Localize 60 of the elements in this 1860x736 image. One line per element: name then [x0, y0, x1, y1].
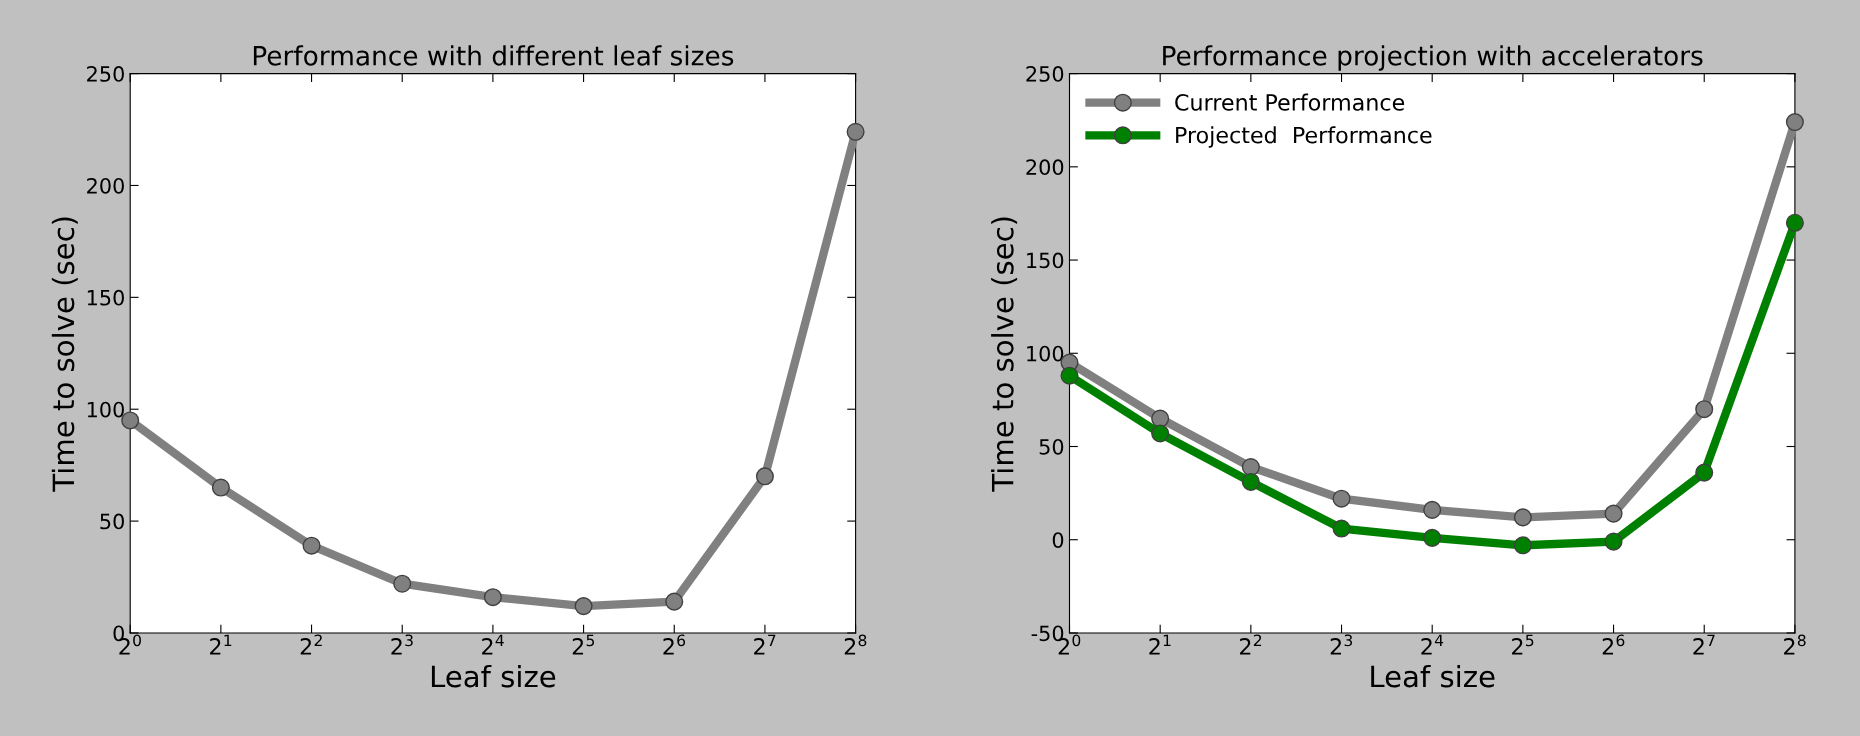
point	[211, 478, 230, 497]
y-axis-title: Time to solve (sec)	[991, 217, 1018, 492]
y-axis-title: Time to solve (sec)	[51, 217, 78, 492]
point	[1604, 504, 1623, 523]
x-tick-label: 2$^{8}$	[844, 634, 867, 655]
x-tick-label: 2$^{4}$	[1421, 634, 1444, 655]
y-tick-label: 150	[87, 289, 124, 306]
point	[1332, 519, 1351, 538]
point	[1695, 463, 1714, 482]
y-tick-label: 150	[1027, 252, 1064, 269]
legend-label: Current Performance	[1175, 93, 1405, 111]
y-tick-label: 50	[1039, 438, 1064, 455]
point	[1513, 536, 1532, 555]
x-tick-label: 2$^{3}$	[1330, 634, 1353, 655]
y-tick-label: 50	[100, 513, 124, 530]
point	[1423, 500, 1442, 519]
x-tick-label: 2$^{6}$	[1602, 634, 1625, 655]
x-tick-label: 2$^{1}$	[1149, 634, 1171, 655]
point	[1785, 213, 1804, 232]
x-axis-title: Leaf size	[431, 664, 556, 688]
y-tick-label: 200	[1026, 159, 1064, 176]
x-tick-label: 2$^{2}$	[300, 634, 322, 655]
point	[846, 122, 865, 141]
legend-label: Projected Performance	[1176, 126, 1432, 148]
x-tick-label: 2$^{6}$	[663, 634, 686, 655]
point	[755, 467, 774, 486]
point	[665, 592, 684, 611]
x-tick-label: 2$^{7}$	[1693, 634, 1715, 655]
y-tick-label: 250	[1026, 66, 1064, 82]
y-tick-label: 250	[87, 66, 124, 82]
point	[1241, 457, 1260, 477]
x-tick-label: 2$^{4}$	[482, 634, 504, 655]
point	[574, 597, 593, 616]
point	[1332, 489, 1351, 508]
point	[1060, 366, 1079, 385]
y-tick-label: 100	[1027, 345, 1064, 362]
x-tick-label: 2$^{1}$	[210, 634, 232, 655]
x-tick-label: 2$^{5}$	[572, 634, 595, 655]
chart-title: Performance projection with accelerators	[1163, 45, 1703, 71]
x-tick-label: 2$^{7}$	[754, 634, 776, 655]
y-tick-label: 200	[87, 177, 124, 194]
x-tick-label: 2$^{2}$	[1240, 634, 1262, 655]
y-tick-label: 0	[1052, 532, 1064, 548]
point	[1423, 528, 1442, 547]
point	[1513, 508, 1532, 527]
point	[1151, 409, 1170, 428]
x-axis-title: Leaf size	[1371, 664, 1495, 688]
y-tick-label: 100	[87, 401, 124, 418]
point	[1241, 472, 1260, 491]
point	[1151, 424, 1170, 443]
x-tick-label: 2$^{3}$	[391, 634, 413, 655]
point	[302, 536, 321, 555]
x-tick-label: 2$^{8}$	[1784, 634, 1806, 655]
point	[1604, 532, 1623, 551]
point	[1695, 400, 1714, 419]
point	[483, 588, 502, 607]
point	[393, 574, 412, 593]
point	[1785, 113, 1804, 132]
x-tick-label: 2$^{5}$	[1512, 634, 1534, 655]
chart-title: Performance with different leaf sizes	[253, 45, 734, 66]
